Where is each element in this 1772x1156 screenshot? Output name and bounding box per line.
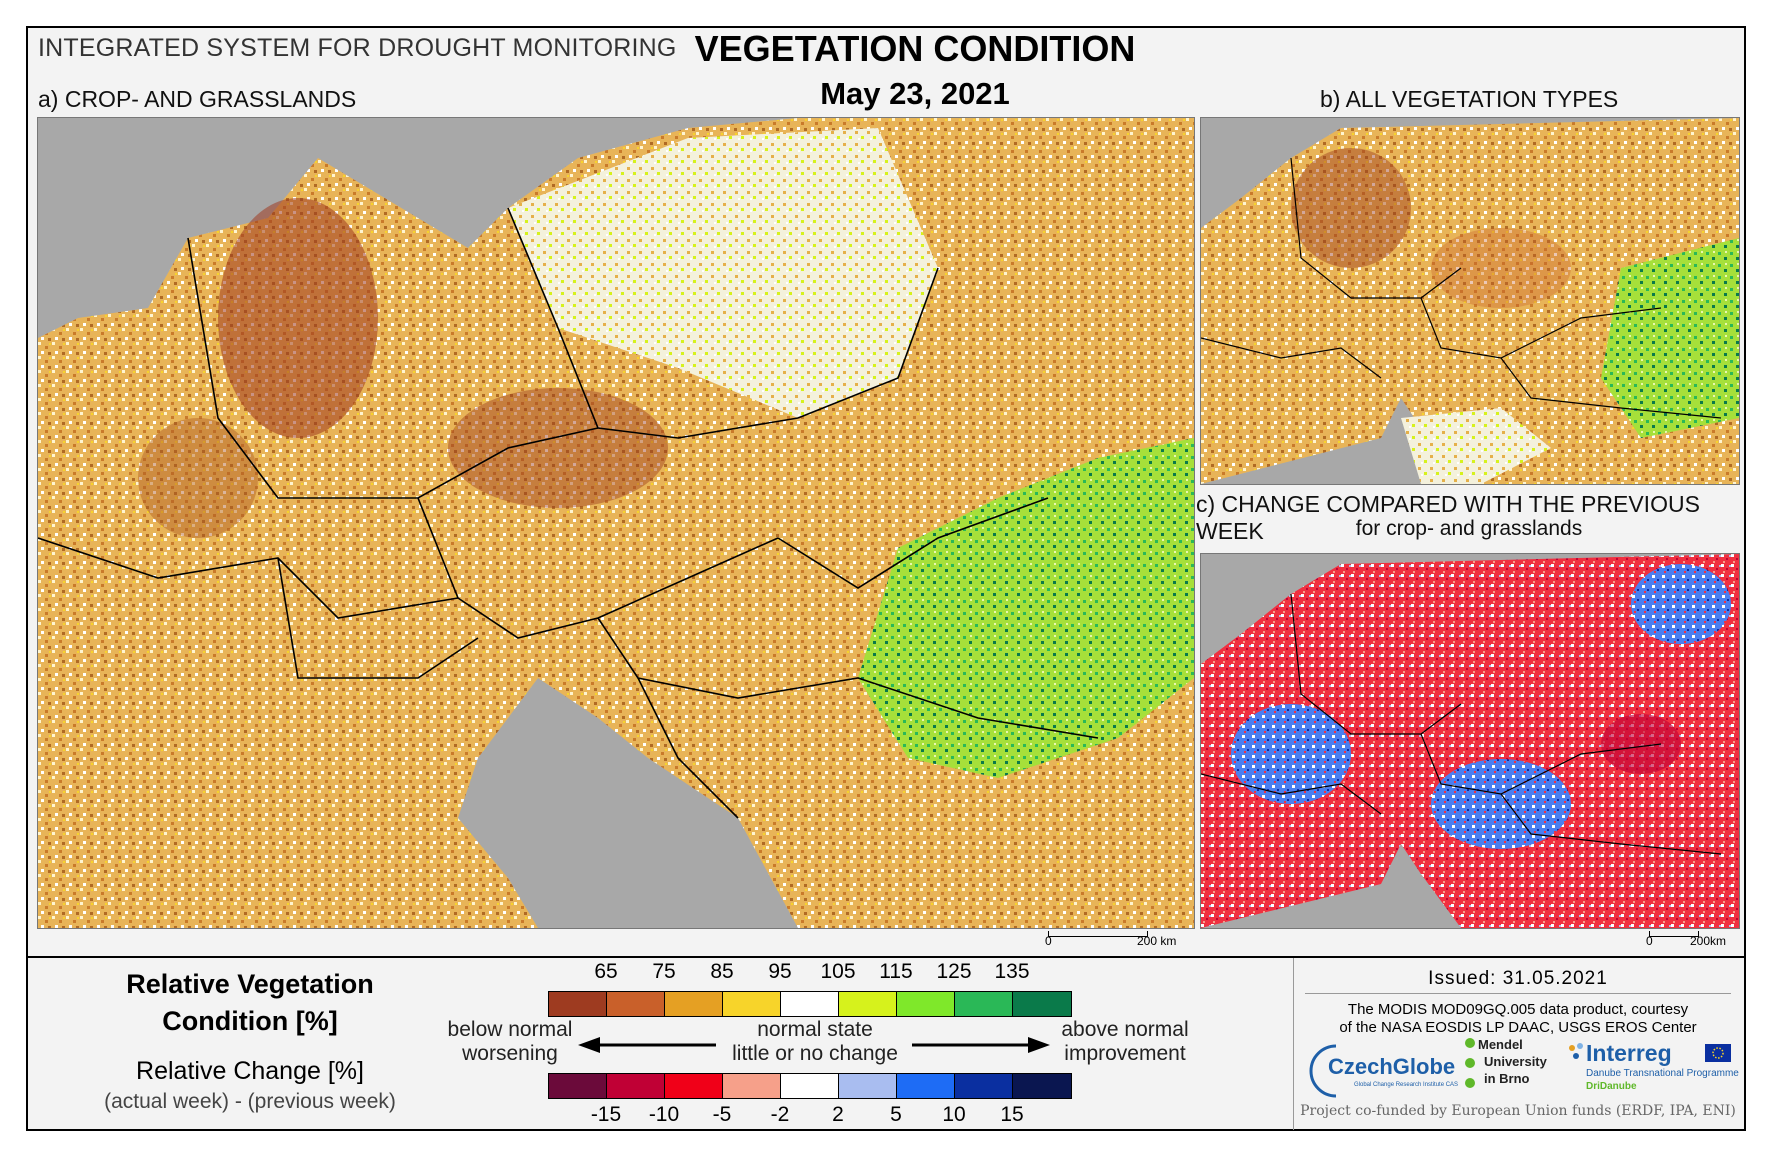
- main-scalebar: [1048, 931, 1148, 937]
- panel-a-label: a) CROP- AND GRASSLANDS: [38, 86, 357, 112]
- change-tick-1: -10: [648, 1103, 680, 1126]
- issued-date: Issued: 31.05.2021: [1428, 968, 1608, 989]
- change-swatch-6: [897, 1074, 955, 1098]
- note-normal-state: normal state: [757, 1018, 873, 1041]
- rvc-swatch-1: [607, 992, 665, 1016]
- note-improvement: improvement: [1064, 1042, 1186, 1065]
- czechglobe-logo: CzechGlobe Global Change Research Instit…: [1306, 1040, 1459, 1100]
- change-legend-subtitle: (actual week) - (previous week): [104, 1090, 396, 1113]
- change-swatch-3: [723, 1074, 781, 1098]
- map-weekly-change: [1200, 553, 1740, 929]
- rvc-tick-5: 115: [879, 960, 913, 983]
- map-crop-grasslands: [37, 117, 1195, 929]
- interreg-programme: Danube Transnational Programme: [1586, 1068, 1739, 1079]
- left-arrow-icon: [578, 1037, 716, 1053]
- rvc-colorbar: [548, 991, 1072, 1017]
- change-tick-6: 10: [942, 1103, 966, 1126]
- rvc-tick-6: 125: [936, 960, 972, 983]
- small-scalebar: [1649, 931, 1699, 937]
- rvc-swatch-4: [781, 992, 839, 1016]
- right-arrow-icon: [912, 1037, 1050, 1053]
- map-all-vegetation: [1200, 117, 1740, 485]
- change-legend-title: Relative Change [%]: [136, 1057, 364, 1085]
- rvc-tick-1: 75: [652, 960, 676, 983]
- interreg-logo: Interreg Danube Transnational Programme …: [1562, 1038, 1742, 1100]
- rvc-tick-7: 135: [994, 960, 1030, 983]
- rvc-tick-4: 105: [820, 960, 856, 983]
- change-swatch-7: [955, 1074, 1013, 1098]
- rvc-legend-title-line2: Condition [%]: [162, 1006, 338, 1036]
- change-tick-2: -5: [712, 1103, 732, 1126]
- panel-c-sublabel: for crop- and grasslands: [1355, 517, 1583, 540]
- note-below-normal: below normal: [447, 1018, 573, 1041]
- credit-line-2: of the NASA EOSDIS LP DAAC, USGS EROS Ce…: [1339, 1019, 1697, 1036]
- interreg-project: DriDanube: [1586, 1081, 1637, 1092]
- rvc-tick-0: 65: [594, 960, 618, 983]
- rvc-swatch-5: [839, 992, 897, 1016]
- footer-divider: [1293, 958, 1294, 1130]
- main-title: VEGETATION CONDITION: [694, 28, 1136, 69]
- legend-divider: [28, 956, 1744, 958]
- small-scalebar-distance: 200km: [1690, 934, 1727, 948]
- change-tick-5: 5: [890, 1103, 902, 1126]
- change-swatch-1: [607, 1074, 665, 1098]
- mendel-logo-line3: in Brno: [1484, 1071, 1530, 1086]
- rvc-swatch-3: [723, 992, 781, 1016]
- czechglobe-logo-text: CzechGlobe: [1328, 1054, 1456, 1079]
- change-swatch-0: [549, 1074, 607, 1098]
- main-scalebar-zero: 0: [1045, 934, 1052, 948]
- note-worsening: worsening: [462, 1042, 558, 1065]
- rvc-tick-3: 95: [768, 960, 792, 983]
- mendel-logo-line2: University: [1484, 1054, 1547, 1069]
- cofund-note: Project co-funded by European Union fund…: [1300, 1103, 1736, 1119]
- change-swatch-2: [665, 1074, 723, 1098]
- change-colorbar: [548, 1073, 1072, 1099]
- panel-c-label: c) CHANGE COMPARED WITH THE PREVIOUS WEE…: [1196, 491, 1700, 544]
- change-tick-0: -15: [590, 1103, 622, 1126]
- small-scalebar-zero: 0: [1646, 934, 1653, 948]
- note-above-normal: above normal: [1061, 1018, 1189, 1041]
- change-tick-7: 15: [1000, 1103, 1024, 1126]
- map-date: May 23, 2021: [820, 76, 1010, 111]
- rvc-swatch-7: [955, 992, 1013, 1016]
- change-swatch-8: [1013, 1074, 1071, 1098]
- interreg-logo-text: Interreg: [1586, 1040, 1672, 1066]
- system-title: INTEGRATED SYSTEM FOR DROUGHT MONITORING: [38, 34, 677, 62]
- czechglobe-logo-subtext: Global Change Research Institute CAS: [1354, 1082, 1459, 1088]
- mendel-logo-line1: Mendel: [1478, 1037, 1523, 1052]
- rvc-swatch-8: [1013, 992, 1071, 1016]
- change-tick-3: -2: [770, 1103, 790, 1126]
- note-little-change: little or no change: [732, 1042, 898, 1065]
- mendel-logo: Mendel University in Brno: [1462, 1035, 1557, 1100]
- rvc-swatch-6: [897, 992, 955, 1016]
- panel-b-label: b) ALL VEGETATION TYPES: [1320, 86, 1619, 112]
- eu-flag-icon: [1705, 1044, 1731, 1062]
- rvc-swatch-0: [549, 992, 607, 1016]
- issued-rule: [1305, 993, 1731, 994]
- main-scalebar-distance: 200 km: [1137, 934, 1177, 948]
- rvc-tick-2: 85: [710, 960, 734, 983]
- change-tick-4: 2: [832, 1103, 844, 1126]
- credit-line-1: The MODIS MOD09GQ.005 data product, cour…: [1347, 1001, 1689, 1018]
- change-swatch-4: [781, 1074, 839, 1098]
- rvc-swatch-2: [665, 992, 723, 1016]
- change-swatch-5: [839, 1074, 897, 1098]
- rvc-legend-title-line1: Relative Vegetation: [126, 969, 374, 999]
